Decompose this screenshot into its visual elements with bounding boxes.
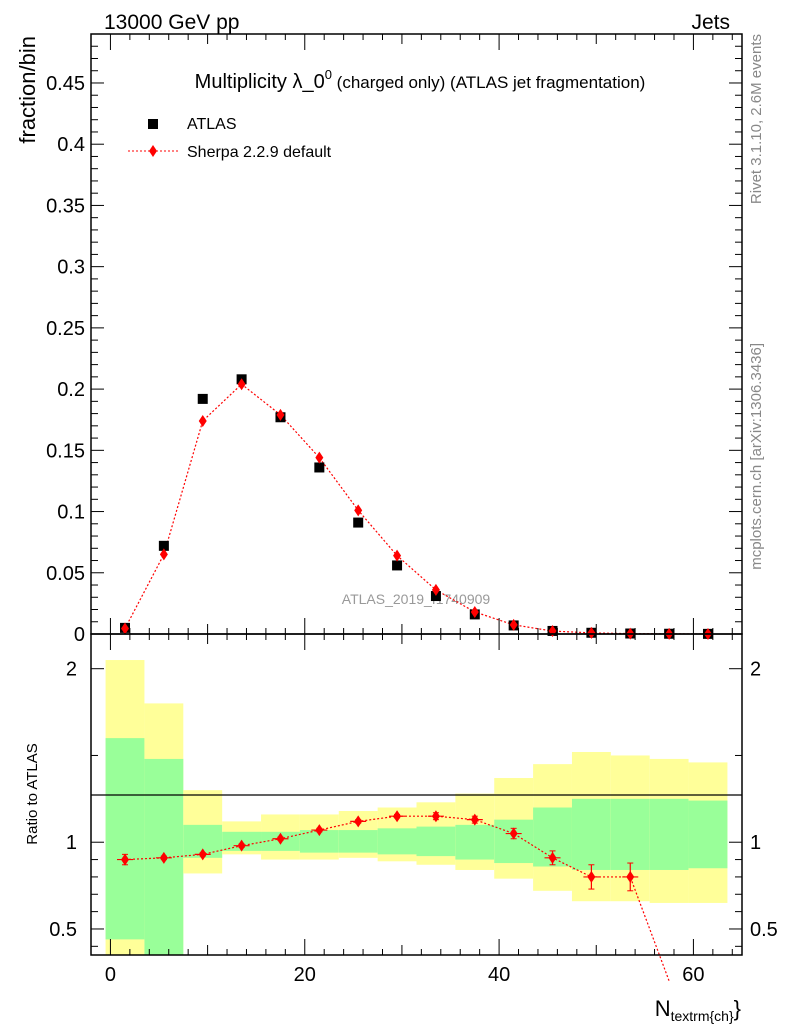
ratio-xlabel-close: } bbox=[734, 996, 741, 1021]
main-title: Multiplicity λ_00 (charged only) (ATLAS … bbox=[195, 67, 646, 93]
band-inner-0 bbox=[105, 738, 145, 940]
main-ylabel: fraction/bin bbox=[15, 36, 40, 144]
mcplots-label: mcplots.cern.ch [arXiv:1306.3436] bbox=[748, 343, 765, 570]
ratio-point bbox=[548, 851, 557, 864]
legend-label-sherpa: Sherpa 2.2.9 default bbox=[187, 144, 332, 161]
ratio-plot-area bbox=[91, 660, 742, 982]
atlas-point bbox=[197, 393, 208, 404]
main-ytick-label: 0.45 bbox=[46, 73, 85, 95]
ratio-xtick-label: 40 bbox=[488, 964, 510, 986]
ratio-xtick-label: 20 bbox=[294, 964, 316, 986]
band-inner-13 bbox=[610, 798, 650, 870]
ratio-point bbox=[431, 810, 440, 823]
ratio-point bbox=[315, 824, 324, 837]
band-inner-15 bbox=[688, 800, 728, 869]
ratio-xlabel-sub: textrm{ch} bbox=[671, 1008, 734, 1024]
ratio-xtick-label: 0 bbox=[105, 964, 116, 986]
band-inner-14 bbox=[649, 798, 689, 870]
main-plot-area: ATLAS_2019_I1740909 bbox=[120, 374, 713, 640]
band-inner-5 bbox=[299, 830, 339, 853]
ratio-point bbox=[198, 848, 207, 861]
legend-marker-atlas bbox=[148, 119, 158, 129]
sherpa-point bbox=[276, 408, 285, 421]
ratio-uncertainty-bands bbox=[105, 660, 728, 955]
atlas-point bbox=[430, 591, 441, 602]
ratio-ytick-label: 2 bbox=[66, 659, 77, 681]
header-left: 13000 GeV pp bbox=[104, 11, 239, 34]
sherpa-point bbox=[198, 414, 207, 427]
ratio-ytick-label: 1 bbox=[66, 832, 77, 854]
ratio-point bbox=[626, 870, 635, 883]
main-ytick-label: 0.05 bbox=[46, 563, 85, 585]
sherpa-point bbox=[159, 548, 168, 561]
ratio-point bbox=[276, 832, 285, 845]
ratio-point bbox=[509, 827, 518, 840]
ratio-ytick-label: 0.5 bbox=[49, 919, 77, 941]
rivet-label: Rivet 3.1.10, 2.6M events bbox=[748, 34, 765, 204]
atlas-point bbox=[314, 462, 325, 473]
ratio-ytick-label-right: 1 bbox=[750, 832, 761, 854]
sherpa-point bbox=[121, 622, 130, 635]
ratio-ylabel: Ratio to ATLAS bbox=[24, 743, 41, 844]
ratio-point bbox=[159, 851, 168, 864]
ratio-point bbox=[237, 839, 246, 852]
sherpa-point bbox=[237, 378, 246, 391]
axes-group: 00.050.10.150.20.250.30.350.40.450 20 40 60… bbox=[46, 33, 778, 986]
sherpa-point bbox=[509, 618, 518, 631]
main-title-superscript: 0 bbox=[325, 67, 332, 82]
main-title-text: Multiplicity λ_0 bbox=[195, 71, 325, 93]
ratio-point bbox=[393, 810, 402, 823]
main-ytick-label: 0.2 bbox=[57, 379, 85, 401]
band-inner-12 bbox=[571, 798, 611, 870]
atlas-point bbox=[158, 540, 169, 551]
ratio-ytick-label-right: 0.5 bbox=[750, 919, 778, 941]
sherpa-point bbox=[587, 626, 596, 639]
watermark: ATLAS_2019_I1740909 bbox=[342, 591, 491, 607]
band-inner-7 bbox=[377, 828, 417, 855]
band-inner-8 bbox=[416, 826, 456, 857]
ratio-frame bbox=[90, 633, 743, 956]
atlas-point bbox=[353, 517, 364, 528]
main-ytick-label: 0.35 bbox=[46, 195, 85, 217]
legend: ATLAS Sherpa 2.2.9 default bbox=[128, 116, 332, 161]
main-ytick-label: 0.15 bbox=[46, 440, 85, 462]
main-title-rest: (charged only) (ATLAS jet fragmentation) bbox=[332, 73, 645, 92]
main-ytick-label: 0 bbox=[74, 624, 85, 646]
sherpa-point bbox=[354, 504, 363, 517]
ratio-ytick-label-right: 2 bbox=[750, 659, 761, 681]
ratio-xlabel-main: N bbox=[655, 996, 671, 1021]
ratio-xtick-label: 60 bbox=[682, 964, 704, 986]
band-inner-10 bbox=[494, 819, 534, 864]
sherpa-point bbox=[315, 451, 324, 464]
header-right: Jets bbox=[691, 11, 730, 34]
band-inner-9 bbox=[455, 824, 495, 860]
band-inner-6 bbox=[338, 830, 378, 853]
sherpa-point bbox=[393, 549, 402, 562]
ratio-series-group bbox=[117, 810, 670, 982]
legend-marker-sherpa bbox=[149, 145, 157, 157]
ratio-point bbox=[354, 815, 363, 828]
main-ytick-label: 0.3 bbox=[57, 257, 85, 279]
main-ytick-label: 0.4 bbox=[57, 134, 85, 156]
ratio-xlabel: Ntextrm{ch}} bbox=[655, 996, 741, 1024]
main-ytick-label: 0.25 bbox=[46, 318, 85, 340]
ratio-point bbox=[587, 870, 596, 883]
legend-label-atlas: ATLAS bbox=[187, 116, 237, 133]
atlas-point bbox=[392, 560, 403, 571]
ratio-point bbox=[470, 813, 479, 826]
sherpa-point bbox=[470, 605, 479, 618]
sherpa-point bbox=[431, 583, 440, 596]
series-sherpa-line bbox=[124, 383, 708, 635]
main-ytick-label: 0.1 bbox=[57, 502, 85, 524]
ratio-point bbox=[121, 853, 130, 866]
